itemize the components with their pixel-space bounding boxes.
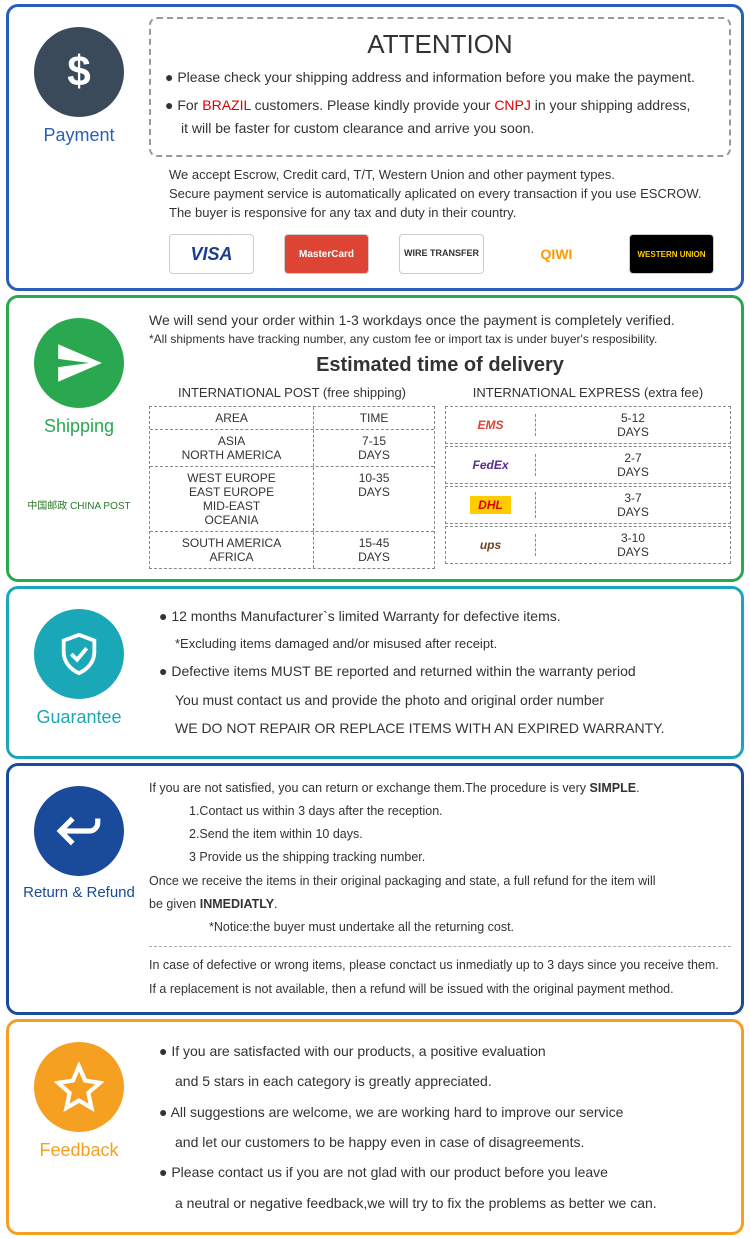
post-time: 10-35 DAYS: [314, 467, 434, 531]
express-time: 3-10 DAYS: [536, 527, 730, 563]
return-label: Return & Refund: [19, 884, 139, 901]
chinapost-logo: 中国邮政 CHINA POST: [19, 497, 139, 512]
r-s2: 2.Send the item within 10 days.: [189, 824, 731, 845]
r-s3: 3 Provide us the shipping tracking numbe…: [189, 847, 731, 868]
guarantee-content: ● 12 months Manufacturer`s limited Warra…: [139, 599, 731, 745]
carrier-logo: ups: [446, 534, 536, 556]
feedback-content: ● If you are satisfacted with our produc…: [139, 1032, 731, 1222]
r-l4: In case of defective or wrong items, ple…: [149, 955, 731, 976]
star-icon: [34, 1042, 124, 1132]
g-b2: ● Defective items MUST BE reported and r…: [159, 660, 731, 682]
express-column: INTERNATIONAL EXPRESS (extra fee) EMS5-1…: [445, 385, 731, 569]
wire-logo: WIRE TRANSFER: [399, 234, 484, 274]
payment-icon-col: $ Payment: [19, 17, 139, 278]
express-table: EMS5-12 DAYSFedEx2-7 DAYSDHL3-7 DAYSups3…: [445, 406, 731, 564]
mastercard-logo: MasterCard: [284, 234, 369, 274]
f-b1b: and 5 stars in each category is greatly …: [175, 1070, 731, 1092]
post-header-time: TIME: [314, 407, 434, 429]
guarantee-label: Guarantee: [19, 707, 139, 728]
express-time: 5-12 DAYS: [536, 407, 730, 443]
pay-accept: We accept Escrow, Credit card, T/T, West…: [169, 167, 731, 182]
carrier-logo: DHL: [446, 492, 536, 518]
return-section: Return & Refund If you are not satisfied…: [6, 763, 744, 1015]
attention-box: ATTENTION ● Please check your shipping a…: [149, 17, 731, 157]
wu-logo: WESTERN UNION: [629, 234, 714, 274]
g-b1s: *Excluding items damaged and/or misused …: [175, 634, 731, 655]
shield-icon: [34, 609, 124, 699]
g-b3: You must contact us and provide the phot…: [175, 689, 731, 711]
r-s1: 1.Contact us within 3 days after the rec…: [189, 801, 731, 822]
f-b2b: and let our customers to be happy even i…: [175, 1131, 731, 1153]
f-b3: ● Please contact us if you are not glad …: [159, 1161, 731, 1183]
guarantee-section: Guarantee ● 12 months Manufacturer`s lim…: [6, 586, 744, 758]
post-time: 15-45 DAYS: [314, 532, 434, 568]
f-b3b: a neutral or negative feedback,we will t…: [175, 1192, 731, 1214]
r-l2: Once we receive the items in their origi…: [149, 871, 731, 892]
post-header-area: AREA: [150, 407, 314, 429]
shipping-label: Shipping: [19, 416, 139, 437]
attention-bullet-1: ● Please check your shipping address and…: [165, 66, 715, 88]
post-row: WEST EUROPE EAST EUROPE MID-EAST OCEANIA…: [150, 467, 434, 532]
express-time: 3-7 DAYS: [536, 487, 730, 523]
post-head: INTERNATIONAL POST (free shipping): [149, 385, 435, 400]
post-column: INTERNATIONAL POST (free shipping) AREA …: [149, 385, 435, 569]
r-l2b: be given INMEDIATLY.: [149, 894, 731, 915]
payment-content: ATTENTION ● Please check your shipping a…: [139, 17, 731, 278]
express-row: EMS5-12 DAYS: [445, 406, 731, 444]
express-row: DHL3-7 DAYS: [445, 486, 731, 524]
return-icon-col: Return & Refund: [19, 776, 139, 1002]
express-head: INTERNATIONAL EXPRESS (extra fee): [445, 385, 731, 400]
shipping-section: Shipping 中国邮政 CHINA POST We will send yo…: [6, 295, 744, 582]
payment-logos: VISA MasterCard WIRE TRANSFER QIWI WESTE…: [169, 234, 731, 274]
pay-tax: The buyer is responsive for any tax and …: [169, 205, 731, 220]
pay-escrow: Secure payment service is automatically …: [169, 186, 731, 201]
attention-title: ATTENTION: [165, 29, 715, 60]
r-l3: *Notice:the buyer must undertake all the…: [209, 917, 731, 938]
plane-icon: [34, 318, 124, 408]
post-time: 7-15 DAYS: [314, 430, 434, 466]
return-arrow-icon: [34, 786, 124, 876]
guarantee-icon-col: Guarantee: [19, 599, 139, 745]
feedback-label: Feedback: [19, 1140, 139, 1161]
payment-section: $ Payment ATTENTION ● Please check your …: [6, 4, 744, 291]
g-b4: WE DO NOT REPAIR OR REPLACE ITEMS WITH A…: [175, 717, 731, 739]
dollar-icon: $: [34, 27, 124, 117]
return-content: If you are not satisfied, you can return…: [139, 776, 731, 1002]
post-area: WEST EUROPE EAST EUROPE MID-EAST OCEANIA: [150, 467, 314, 531]
visa-logo: VISA: [169, 234, 254, 274]
f-b1: ● If you are satisfacted with our produc…: [159, 1040, 731, 1062]
post-area: ASIA NORTH AMERICA: [150, 430, 314, 466]
post-row: SOUTH AMERICA AFRICA15-45 DAYS: [150, 532, 434, 568]
attention-bullet-2: ● For BRAZIL customers. Please kindly pr…: [165, 94, 715, 139]
carrier-logo: EMS: [446, 414, 536, 436]
express-time: 2-7 DAYS: [536, 447, 730, 483]
svg-text:$: $: [67, 49, 90, 94]
payment-label: Payment: [19, 125, 139, 146]
f-b2: ● All suggestions are welcome, we are wo…: [159, 1101, 731, 1123]
ship-line1: We will send your order within 1-3 workd…: [149, 312, 731, 328]
shipping-content: We will send your order within 1-3 workd…: [139, 308, 731, 569]
feedback-icon-col: Feedback: [19, 1032, 139, 1222]
g-b1: ● 12 months Manufacturer`s limited Warra…: [159, 605, 731, 627]
post-row: ASIA NORTH AMERICA7-15 DAYS: [150, 430, 434, 467]
carrier-logo: FedEx: [446, 454, 536, 476]
r-l5: If a replacement is not available, then …: [149, 979, 731, 1000]
est-title: Estimated time of delivery: [149, 354, 731, 377]
express-row: FedEx2-7 DAYS: [445, 446, 731, 484]
post-area: SOUTH AMERICA AFRICA: [150, 532, 314, 568]
shipping-icon-col: Shipping 中国邮政 CHINA POST: [19, 308, 139, 569]
feedback-section: Feedback ● If you are satisfacted with o…: [6, 1019, 744, 1235]
ship-line2: *All shipments have tracking number, any…: [149, 332, 731, 346]
qiwi-logo: QIWI: [514, 234, 599, 274]
express-row: ups3-10 DAYS: [445, 526, 731, 564]
r-l1: If you are not satisfied, you can return…: [149, 778, 731, 799]
ship-columns: INTERNATIONAL POST (free shipping) AREA …: [149, 385, 731, 569]
post-table: AREA TIME ASIA NORTH AMERICA7-15 DAYSWES…: [149, 406, 435, 569]
